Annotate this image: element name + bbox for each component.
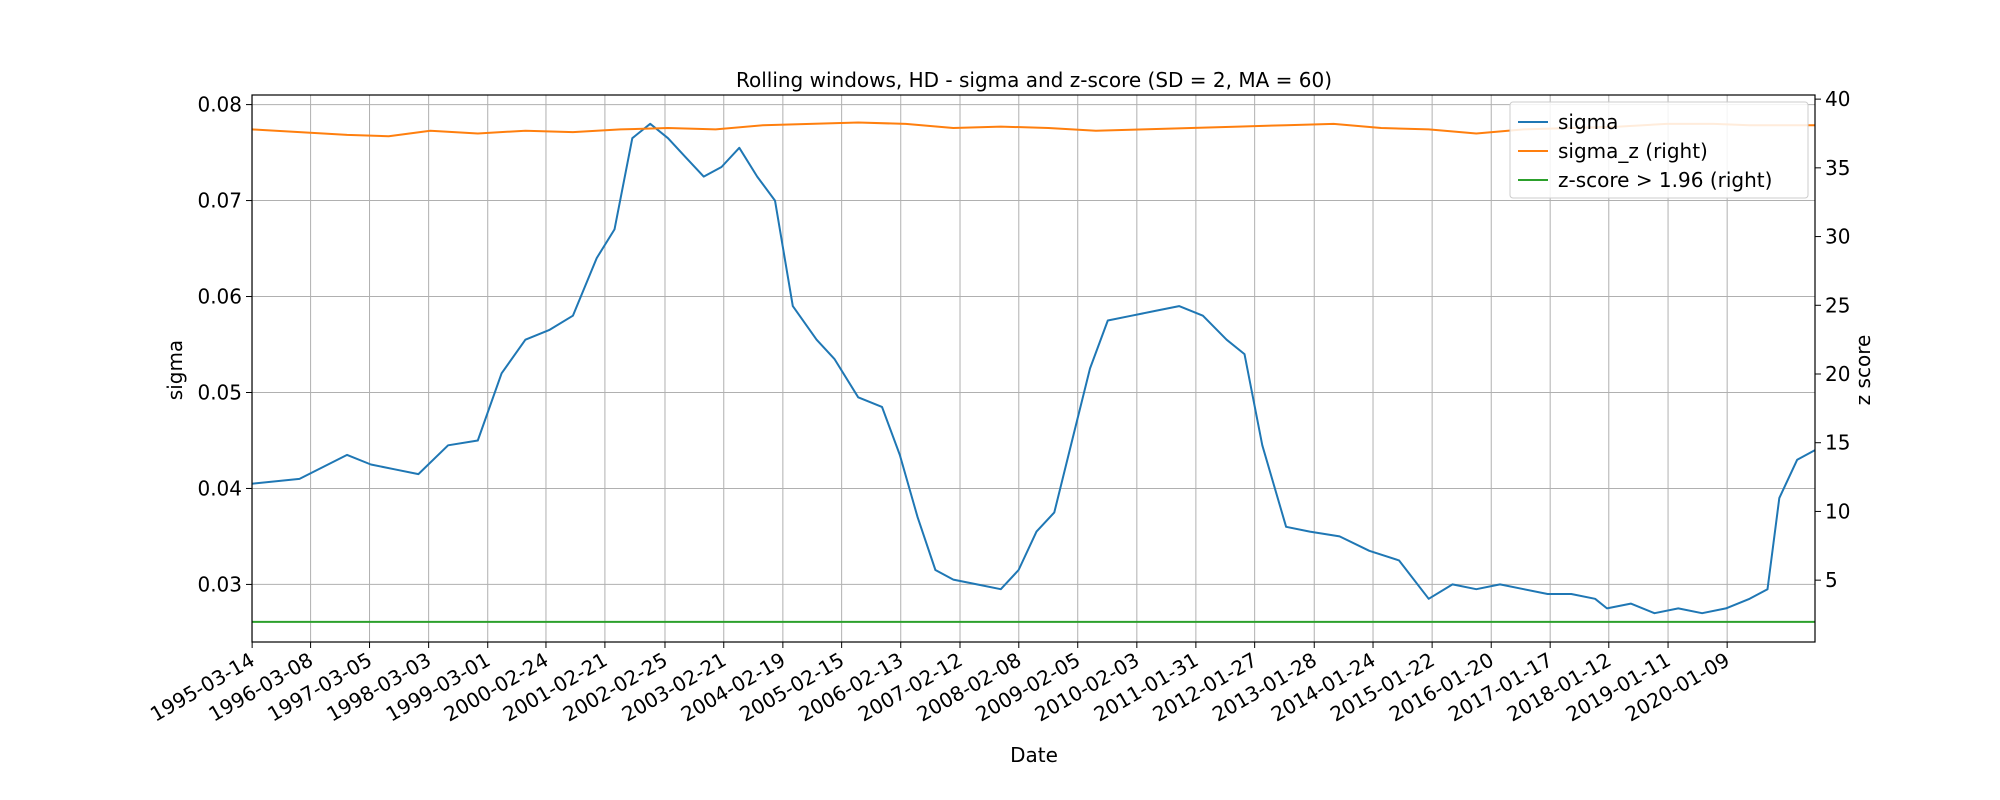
y-right-tick-label: 20 (1825, 362, 1850, 386)
y-axis-right: 5 10 15 20 25 30 35 40 (1815, 87, 1850, 592)
y-right-tick-label: 35 (1825, 156, 1850, 180)
y-axis-left: 0.03 0.04 0.05 0.06 0.07 0.08 (197, 93, 252, 596)
y-left-tick-label: 0.04 (197, 476, 242, 500)
y-left-tick-label: 0.07 (197, 189, 242, 213)
y-right-tick-label: 25 (1825, 293, 1850, 317)
y-left-tick-label: 0.05 (197, 380, 242, 404)
y-right-tick-label: 15 (1825, 431, 1850, 455)
sigma-line (251, 122, 1816, 615)
y-left-tick-label: 0.06 (197, 285, 242, 309)
y-right-tick-label: 10 (1825, 499, 1850, 523)
plot-frame (251, 94, 1816, 643)
legend: sigma sigma_z (right) z-score > 1.96 (ri… (1509, 101, 1809, 199)
chart-title: Rolling windows, HD - sigma and z-score … (736, 68, 1332, 92)
y-axis-right-label: z score (1851, 335, 1875, 406)
x-axis: 1995-03-141996-03-081997-03-051998-03-03… (146, 642, 1734, 726)
legend-label-zscore-threshold: z-score > 1.96 (right) (1558, 168, 1772, 192)
y-right-tick-label: 40 (1825, 87, 1850, 111)
legend-label-sigma-z: sigma_z (right) (1558, 139, 1708, 163)
y-right-tick-label: 5 (1825, 568, 1838, 592)
legend-box (1509, 101, 1809, 199)
y-left-tick-label: 0.08 (197, 93, 242, 117)
legend-label-sigma: sigma (1558, 110, 1618, 134)
x-axis-label: Date (1010, 743, 1058, 767)
grid (251, 95, 1815, 642)
y-left-tick-label: 0.03 (197, 572, 242, 596)
y-axis-left-label: sigma (163, 340, 187, 400)
y-right-tick-label: 30 (1825, 225, 1850, 249)
